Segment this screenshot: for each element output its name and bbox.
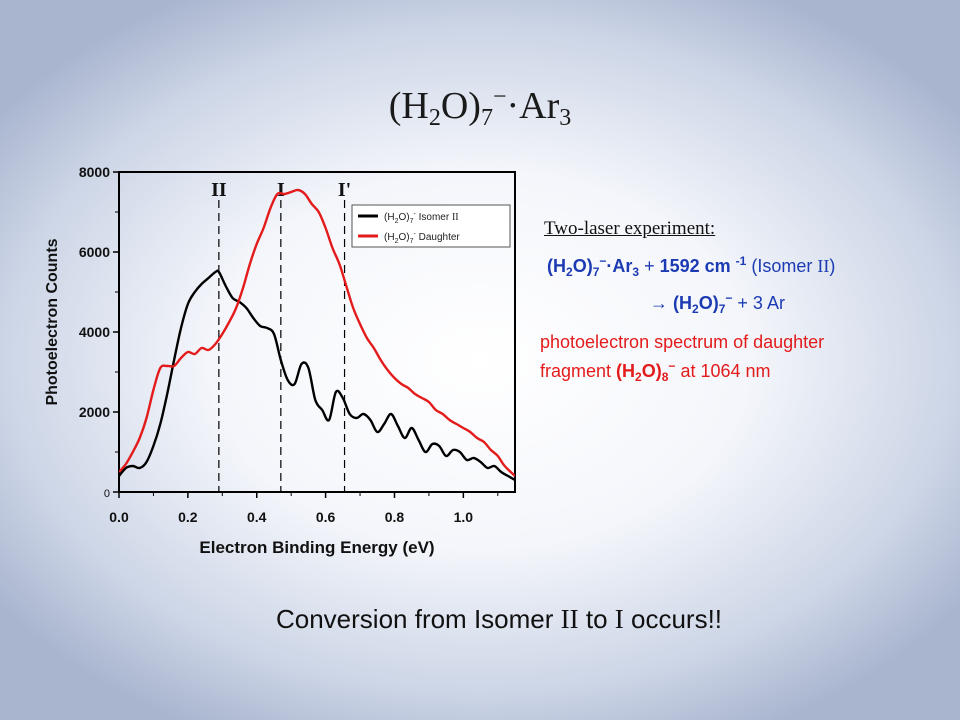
annotation-label: I bbox=[277, 179, 285, 201]
annotation-label: II bbox=[211, 179, 227, 201]
x-tick-label: 0.2 bbox=[178, 509, 198, 525]
slide-title: (H2O)7−·Ar3 bbox=[388, 84, 572, 131]
x-tick-label: 0.4 bbox=[247, 509, 267, 525]
y-tick-label: 6000 bbox=[79, 244, 110, 260]
annotation-label: I' bbox=[338, 179, 351, 201]
daughter-description: photoelectron spectrum of daughter fragm… bbox=[540, 332, 825, 384]
y-tick-label: 8000 bbox=[79, 164, 110, 180]
legend-label: (H2O)7- Daughter bbox=[384, 231, 460, 245]
x-tick-label: 0.8 bbox=[385, 509, 405, 525]
equation-line-1: (H2O)7−·Ar3 + 1592 cm -1 (Isomer II) bbox=[547, 254, 836, 279]
y-axis-label: Photoelectron Counts bbox=[44, 238, 61, 405]
y-tick-label: 2000 bbox=[79, 404, 110, 420]
y-tick-label: 4000 bbox=[79, 324, 110, 340]
chart-legend: (H2O)7- Isomer II (H2O)7- Daughter bbox=[351, 204, 511, 248]
x-tick-label: 0.6 bbox=[316, 509, 336, 525]
tick-labels: 0.0 0.2 0.4 0.6 0.8 1.0 0 2000 4000 6000 8000 bbox=[79, 164, 473, 525]
legend-label: (H2O)7- Isomer II bbox=[384, 211, 459, 225]
x-tick-label: 0.0 bbox=[109, 509, 129, 525]
conclusion-text: Conversion from Isomer II to I occurs!! bbox=[275, 604, 723, 634]
x-tick-label: 1.0 bbox=[454, 509, 474, 525]
series-line-daughter bbox=[119, 188, 515, 477]
equation-line-2: → (H2O)7− + 3 Ar bbox=[650, 291, 785, 316]
series-layer bbox=[119, 188, 515, 482]
peak-annotations: II I I' bbox=[211, 179, 351, 492]
y-tick-label: 0 bbox=[104, 488, 110, 500]
series-line-isomer-ii bbox=[119, 269, 515, 482]
experiment-heading: Two-laser experiment: bbox=[544, 218, 716, 239]
experiment-panel: Two-laser experiment: (H2O)7−·Ar3 + 1592… bbox=[540, 218, 960, 389]
axis-ticks bbox=[113, 171, 499, 498]
legend-box bbox=[351, 204, 511, 248]
x-axis-label: Electron Binding Energy (eV) bbox=[199, 538, 434, 557]
